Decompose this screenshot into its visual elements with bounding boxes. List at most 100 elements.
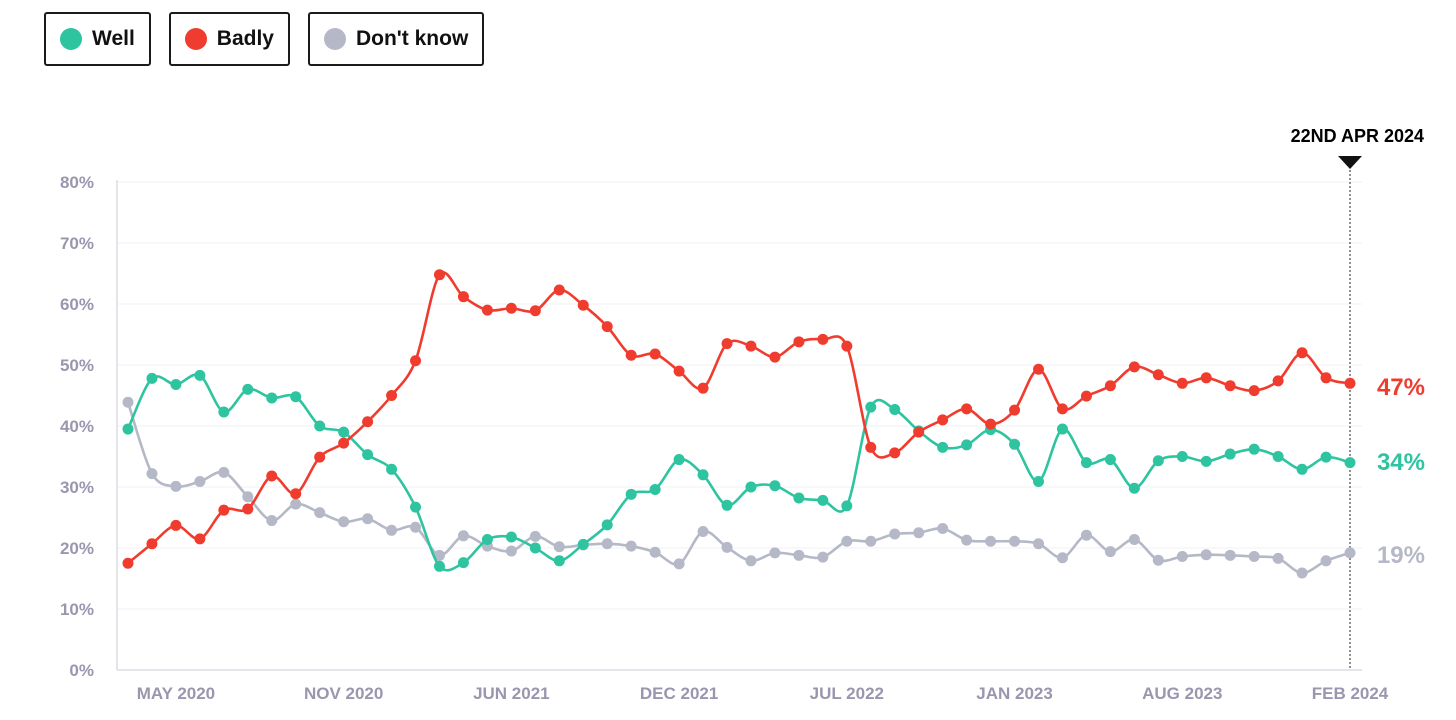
- y-tick-label: 20%: [60, 539, 94, 558]
- data-point-don-t-know: [961, 534, 973, 546]
- data-point-badly: [338, 437, 350, 449]
- data-point-well: [721, 499, 733, 511]
- data-point-badly: [1248, 385, 1260, 397]
- data-point-well: [1128, 482, 1140, 494]
- data-point-well: [1056, 423, 1068, 435]
- data-point-well: [338, 426, 350, 438]
- data-point-don-t-know: [1344, 547, 1356, 559]
- data-point-badly: [1296, 347, 1308, 359]
- data-point-don-t-know: [769, 547, 781, 559]
- data-point-well: [601, 519, 613, 531]
- data-point-don-t-know: [937, 522, 949, 534]
- x-tick-label: JUN 2021: [473, 684, 550, 703]
- data-point-badly: [985, 418, 997, 430]
- data-point-well: [1200, 455, 1212, 467]
- data-point-don-t-know: [985, 535, 997, 547]
- data-point-badly: [673, 365, 685, 377]
- data-point-well: [577, 538, 589, 550]
- data-point-well: [170, 379, 182, 391]
- data-point-well: [625, 488, 637, 500]
- data-point-badly: [625, 349, 637, 361]
- data-point-badly: [170, 519, 182, 531]
- data-point-don-t-know: [1152, 554, 1164, 566]
- data-point-don-t-know: [1104, 546, 1116, 558]
- data-point-badly: [290, 488, 302, 500]
- data-point-badly: [1152, 369, 1164, 381]
- data-point-well: [1344, 457, 1356, 469]
- data-point-well: [1320, 451, 1332, 463]
- data-point-badly: [961, 403, 973, 415]
- data-point-badly: [481, 304, 493, 316]
- data-point-don-t-know: [745, 555, 757, 567]
- data-point-badly: [865, 441, 877, 453]
- data-point-don-t-know: [1248, 551, 1260, 563]
- data-point-don-t-know: [122, 396, 134, 408]
- data-point-well: [793, 492, 805, 504]
- legend-label-well: Well: [92, 27, 135, 50]
- data-point-don-t-know: [338, 516, 350, 528]
- data-point-don-t-know: [314, 507, 326, 519]
- x-tick-label: MAY 2020: [137, 684, 215, 703]
- data-point-badly: [745, 340, 757, 352]
- data-point-badly: [1272, 375, 1284, 387]
- data-point-well: [122, 423, 134, 435]
- x-tick-label: JAN 2023: [976, 684, 1053, 703]
- data-point-badly: [314, 451, 326, 463]
- series-line-well: [126, 373, 1351, 572]
- data-point-don-t-know: [889, 528, 901, 540]
- data-point-well: [841, 500, 853, 512]
- data-point-don-t-know: [218, 466, 230, 478]
- data-point-well: [1009, 438, 1021, 450]
- data-point-badly: [529, 305, 541, 317]
- data-point-don-t-know: [242, 491, 254, 503]
- data-point-badly: [1224, 380, 1236, 392]
- legend-item-badly[interactable]: Badly: [168, 12, 290, 66]
- data-point-well: [649, 483, 661, 495]
- legend-item-well[interactable]: Well: [44, 12, 151, 66]
- data-point-don-t-know: [913, 527, 925, 539]
- data-point-don-t-know: [1224, 549, 1236, 561]
- date-marker-triangle-icon: [1338, 156, 1362, 169]
- y-tick-label: 30%: [60, 478, 94, 497]
- data-point-well: [1176, 451, 1188, 462]
- data-point-don-t-know: [673, 558, 685, 570]
- data-point-badly: [793, 336, 805, 348]
- data-point-badly: [841, 340, 853, 352]
- legend-label-dont-know: Don't know: [355, 27, 469, 50]
- data-point-well: [937, 441, 949, 453]
- data-point-well: [769, 480, 781, 492]
- data-point-don-t-know: [865, 535, 877, 547]
- data-point-well: [410, 501, 422, 513]
- data-point-well: [1224, 448, 1236, 460]
- data-point-well: [1080, 457, 1092, 469]
- data-point-well: [1248, 443, 1260, 455]
- data-point-well: [194, 369, 206, 381]
- data-point-don-t-know: [194, 476, 206, 488]
- data-point-badly: [122, 557, 134, 569]
- data-point-don-t-know: [625, 540, 637, 552]
- data-point-well: [865, 401, 877, 413]
- data-point-well: [673, 454, 685, 466]
- data-point-well: [697, 469, 709, 481]
- data-point-badly: [1128, 361, 1140, 373]
- data-point-badly: [817, 333, 829, 345]
- data-point-don-t-know: [457, 530, 469, 542]
- data-point-well: [457, 557, 469, 569]
- data-point-don-t-know: [721, 541, 733, 553]
- y-tick-label: 10%: [60, 600, 94, 619]
- data-point-don-t-know: [410, 521, 422, 533]
- data-point-well: [386, 463, 398, 475]
- data-point-well: [433, 560, 445, 572]
- data-point-don-t-know: [1128, 533, 1140, 545]
- data-point-well: [1104, 454, 1116, 466]
- legend-item-dont-know[interactable]: Don't know: [307, 12, 485, 66]
- data-point-well: [242, 383, 254, 395]
- x-tick-label: NOV 2020: [304, 684, 383, 703]
- data-point-badly: [242, 503, 254, 515]
- x-tick-label: AUG 2023: [1142, 684, 1222, 703]
- legend: Well Badly Don't know: [44, 12, 485, 66]
- data-point-don-t-know: [1056, 552, 1068, 564]
- data-point-well: [481, 533, 493, 545]
- legend-label-badly: Badly: [216, 27, 274, 50]
- data-point-badly: [505, 302, 517, 314]
